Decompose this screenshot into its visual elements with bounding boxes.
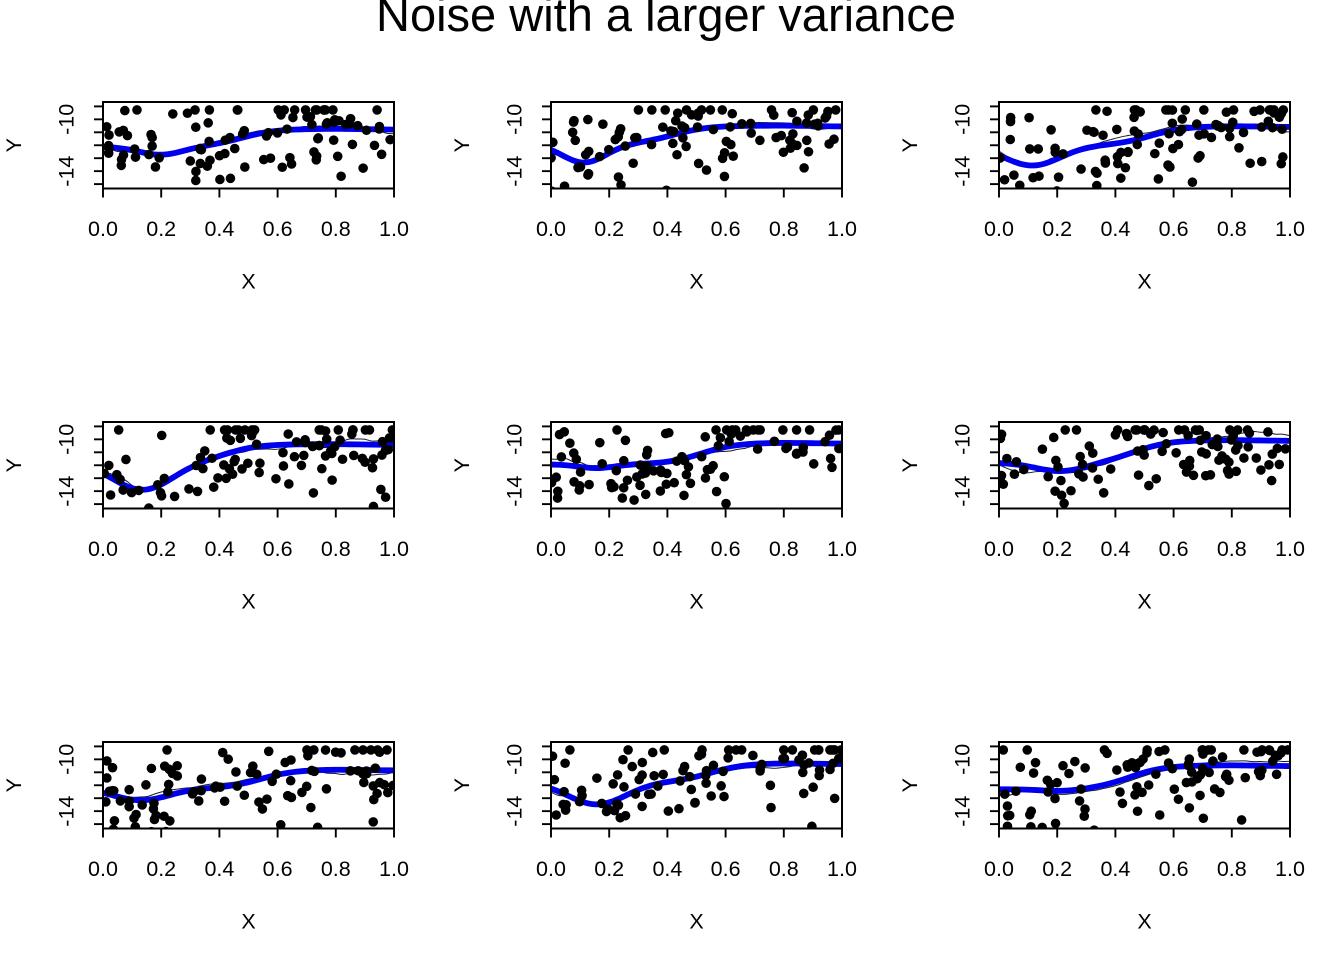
svg-text:0.6: 0.6 (1159, 217, 1189, 241)
svg-text:1.0: 1.0 (379, 537, 409, 561)
svg-text:-10: -10 (55, 104, 79, 135)
svg-text:1.0: 1.0 (827, 217, 857, 241)
svg-text:0.0: 0.0 (984, 857, 1014, 881)
svg-text:X: X (1137, 590, 1151, 614)
svg-text:-14: -14 (503, 796, 527, 827)
svg-text:X: X (1137, 910, 1151, 934)
svg-text:0.6: 0.6 (711, 857, 741, 881)
svg-text:1.0: 1.0 (827, 857, 857, 881)
svg-text:Y: Y (450, 458, 474, 472)
svg-text:0.0: 0.0 (984, 217, 1014, 241)
svg-text:0.6: 0.6 (263, 217, 293, 241)
svg-text:0.4: 0.4 (1100, 857, 1130, 881)
svg-text:0.4: 0.4 (204, 857, 234, 881)
svg-text:0.6: 0.6 (263, 857, 293, 881)
svg-text:-10: -10 (503, 744, 527, 775)
svg-text:-10: -10 (55, 424, 79, 455)
svg-text:0.2: 0.2 (1042, 537, 1072, 561)
svg-text:Y: Y (898, 138, 922, 152)
svg-text:Y: Y (898, 458, 922, 472)
svg-text:X: X (241, 270, 255, 294)
svg-text:X: X (1137, 270, 1151, 294)
svg-text:0.0: 0.0 (536, 537, 566, 561)
svg-text:0.8: 0.8 (1217, 217, 1247, 241)
svg-text:X: X (241, 910, 255, 934)
svg-text:X: X (689, 590, 703, 614)
svg-text:-14: -14 (503, 156, 527, 187)
svg-text:0.2: 0.2 (594, 857, 624, 881)
svg-text:0.0: 0.0 (88, 537, 118, 561)
svg-text:0.6: 0.6 (711, 217, 741, 241)
svg-text:0.8: 0.8 (769, 857, 799, 881)
svg-text:0.2: 0.2 (146, 537, 176, 561)
svg-text:-14: -14 (951, 796, 975, 827)
svg-text:1.0: 1.0 (1275, 217, 1305, 241)
svg-text:0.2: 0.2 (594, 217, 624, 241)
svg-text:Y: Y (450, 138, 474, 152)
svg-text:X: X (689, 910, 703, 934)
svg-text:-14: -14 (503, 476, 527, 507)
svg-text:0.6: 0.6 (1159, 537, 1189, 561)
svg-text:-10: -10 (55, 744, 79, 775)
svg-text:Y: Y (2, 138, 26, 152)
svg-text:0.4: 0.4 (1100, 537, 1130, 561)
svg-text:Y: Y (898, 778, 922, 792)
svg-text:0.8: 0.8 (769, 217, 799, 241)
svg-text:-10: -10 (951, 424, 975, 455)
svg-text:0.2: 0.2 (146, 857, 176, 881)
svg-text:-10: -10 (951, 744, 975, 775)
svg-text:Y: Y (2, 778, 26, 792)
svg-text:0.6: 0.6 (711, 537, 741, 561)
svg-text:0.4: 0.4 (1100, 217, 1130, 241)
svg-text:-10: -10 (503, 424, 527, 455)
svg-text:-10: -10 (951, 104, 975, 135)
svg-text:0.0: 0.0 (536, 857, 566, 881)
svg-text:0.8: 0.8 (321, 217, 351, 241)
svg-text:1.0: 1.0 (379, 217, 409, 241)
svg-text:1.0: 1.0 (827, 537, 857, 561)
svg-text:0.2: 0.2 (146, 217, 176, 241)
svg-text:0.0: 0.0 (88, 857, 118, 881)
svg-text:0.0: 0.0 (536, 217, 566, 241)
svg-text:Y: Y (2, 458, 26, 472)
svg-text:X: X (689, 270, 703, 294)
svg-text:0.6: 0.6 (1159, 857, 1189, 881)
svg-text:0.0: 0.0 (88, 217, 118, 241)
svg-text:0.2: 0.2 (1042, 857, 1072, 881)
svg-text:0.4: 0.4 (652, 217, 682, 241)
svg-text:0.2: 0.2 (1042, 217, 1072, 241)
svg-text:Y: Y (450, 778, 474, 792)
svg-text:0.8: 0.8 (1217, 857, 1247, 881)
svg-text:-10: -10 (503, 104, 527, 135)
svg-text:0.0: 0.0 (984, 537, 1014, 561)
svg-text:-14: -14 (951, 156, 975, 187)
svg-text:-14: -14 (951, 476, 975, 507)
svg-text:0.2: 0.2 (594, 537, 624, 561)
svg-text:0.4: 0.4 (204, 217, 234, 241)
svg-text:1.0: 1.0 (1275, 857, 1305, 881)
svg-text:0.6: 0.6 (263, 537, 293, 561)
svg-text:1.0: 1.0 (1275, 537, 1305, 561)
svg-text:0.8: 0.8 (321, 857, 351, 881)
svg-text:0.4: 0.4 (652, 857, 682, 881)
svg-text:0.8: 0.8 (769, 537, 799, 561)
svg-text:-14: -14 (55, 796, 79, 827)
svg-text:1.0: 1.0 (379, 857, 409, 881)
svg-text:X: X (241, 590, 255, 614)
svg-text:-14: -14 (55, 476, 79, 507)
svg-text:0.8: 0.8 (321, 537, 351, 561)
svg-text:0.8: 0.8 (1217, 537, 1247, 561)
svg-text:0.4: 0.4 (652, 537, 682, 561)
svg-text:0.4: 0.4 (204, 537, 234, 561)
svg-text:-14: -14 (55, 156, 79, 187)
